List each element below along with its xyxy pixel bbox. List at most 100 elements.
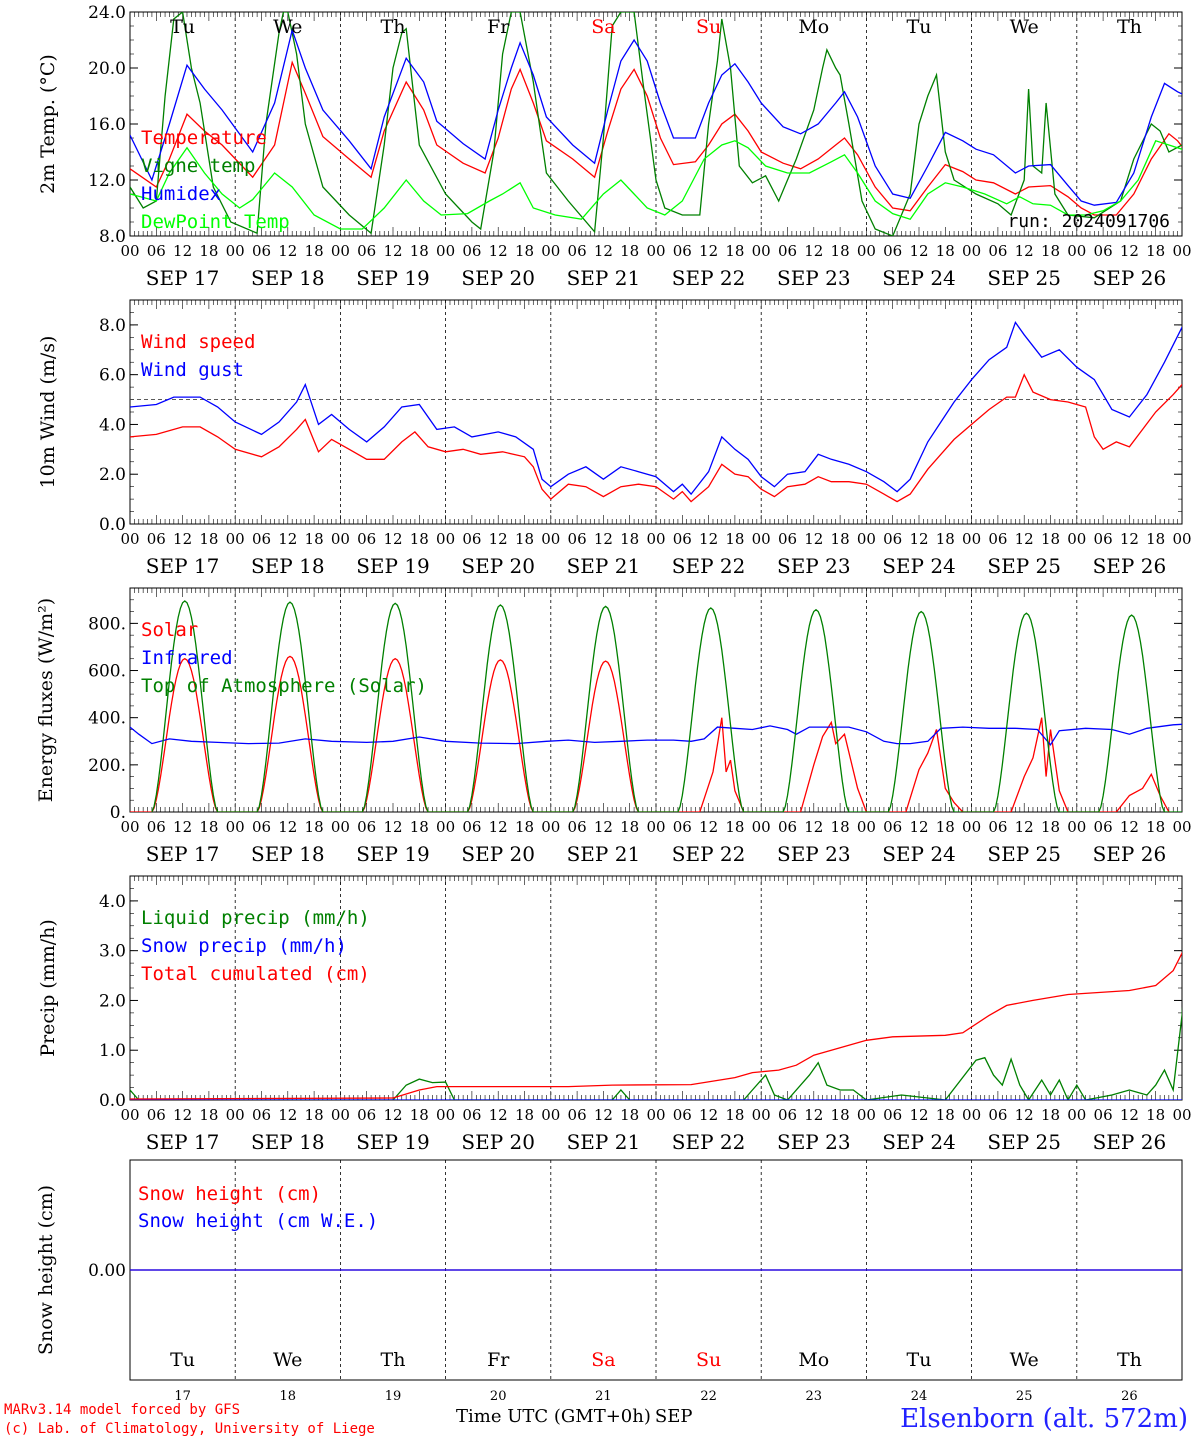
y-tick-label: 12.0	[88, 171, 126, 191]
date-label: SEP 21	[567, 266, 641, 290]
hour-tick-label: 12	[804, 1106, 823, 1124]
hour-tick-label: 12	[489, 1106, 508, 1124]
hour-tick-label: 00	[646, 242, 665, 260]
hour-tick-label: 18	[1146, 1106, 1165, 1124]
date-label: SEP 18	[251, 1130, 325, 1154]
hour-tick-label: 06	[778, 242, 797, 260]
series-line-wind-gust	[130, 320, 1182, 496]
hour-tick-label: 12	[173, 818, 192, 836]
date-label: SEP 20	[461, 266, 535, 290]
date-label: SEP 26	[1093, 554, 1167, 578]
hour-tick-label: 18	[725, 818, 744, 836]
hour-tick-label: 18	[515, 242, 534, 260]
legend-entry: Total cumulated (cm)	[141, 963, 370, 985]
day-name-label: Th	[1117, 1349, 1142, 1371]
date-label: SEP 22	[672, 266, 746, 290]
hour-tick-label: 12	[699, 1106, 718, 1124]
hour-tick-label: 06	[988, 242, 1007, 260]
hour-tick-label: 00	[226, 1106, 245, 1124]
hour-tick-label: 18	[1146, 530, 1165, 548]
day-number-label: 20	[490, 1389, 507, 1404]
hour-tick-label: 06	[462, 530, 481, 548]
hour-tick-label: 00	[226, 818, 245, 836]
hour-tick-label: 18	[620, 1106, 639, 1124]
y-tick-label: 200.	[88, 756, 126, 776]
hour-tick-label: 06	[147, 530, 166, 548]
hour-tick-label: 12	[804, 818, 823, 836]
y-tick-label: 8.0	[99, 227, 126, 247]
legend-entry: Infrared	[141, 647, 233, 669]
hour-tick-label: 18	[936, 530, 955, 548]
date-label: SEP 24	[882, 842, 956, 866]
day-name-label: Sa	[591, 16, 615, 38]
hour-tick-label: 00	[752, 1106, 771, 1124]
hour-tick-label: 06	[673, 242, 692, 260]
date-label: SEP 20	[461, 1130, 535, 1154]
y-tick-label: 0.00	[88, 1261, 126, 1281]
hour-tick-label: 18	[831, 242, 850, 260]
y-tick-label: 24.0	[88, 3, 126, 23]
hour-tick-label: 00	[857, 530, 876, 548]
day-name-label: Su	[696, 1349, 721, 1371]
hour-tick-label: 06	[462, 818, 481, 836]
hour-tick-label: 18	[1041, 818, 1060, 836]
hour-tick-label: 06	[673, 818, 692, 836]
y-tick-label: 6.0	[99, 366, 126, 386]
legend-entry: Temperature	[141, 127, 267, 149]
hour-tick-label: 00	[120, 530, 139, 548]
hour-tick-label: 18	[725, 242, 744, 260]
hour-tick-label: 12	[278, 818, 297, 836]
hour-tick-label: 12	[699, 530, 718, 548]
legend-entry: Vigne temp	[141, 155, 255, 177]
hour-tick-label: 00	[331, 530, 350, 548]
hour-tick-label: 00	[541, 818, 560, 836]
hour-tick-label: 00	[331, 818, 350, 836]
y-tick-label: 0.0	[99, 1091, 126, 1111]
date-label: SEP 22	[672, 842, 746, 866]
location-label: Elsenborn (alt. 572m)	[900, 1404, 1188, 1434]
hour-tick-label: 06	[568, 1106, 587, 1124]
date-label: SEP 24	[882, 1130, 956, 1154]
day-name-label: Th	[1117, 16, 1142, 38]
y-axis-label: 10m Wind (m/s)	[37, 336, 59, 489]
hour-tick-label: 12	[699, 818, 718, 836]
hour-tick-label: 18	[831, 530, 850, 548]
day-name-label: Tu	[907, 1349, 932, 1371]
hour-tick-label: 12	[594, 530, 613, 548]
hour-tick-label: 18	[936, 1106, 955, 1124]
day-number-label: 26	[1121, 1389, 1138, 1404]
day-name-label: Tu	[170, 16, 195, 38]
hour-tick-label: 12	[383, 1106, 402, 1124]
y-tick-label: 0.0	[99, 515, 126, 535]
day-name-label: Mo	[798, 1349, 829, 1371]
day-name-label: We	[1010, 1349, 1039, 1371]
day-name-label: Th	[381, 1349, 406, 1371]
hour-tick-label: 12	[1120, 1106, 1139, 1124]
lab-credit: (c) Lab. of Climatology, University of L…	[4, 1421, 375, 1437]
date-label: SEP 24	[882, 554, 956, 578]
day-number-label: 21	[595, 1389, 612, 1404]
hour-tick-label: 12	[1015, 818, 1034, 836]
hour-tick-label: 00	[1172, 242, 1191, 260]
hour-tick-label: 12	[1015, 242, 1034, 260]
date-label: SEP 23	[777, 266, 851, 290]
series-line-dewpoint-temp	[130, 140, 1182, 230]
hour-tick-label: 12	[383, 242, 402, 260]
hour-tick-label: 00	[857, 818, 876, 836]
hour-tick-label: 06	[252, 818, 271, 836]
y-axis-label: 2m Temp. (°C)	[37, 54, 59, 194]
legend-entry: Wind gust	[141, 359, 244, 381]
hour-tick-label: 00	[120, 818, 139, 836]
date-label: SEP 18	[251, 554, 325, 578]
date-label: SEP 26	[1093, 1130, 1167, 1154]
hour-tick-label: 18	[1041, 1106, 1060, 1124]
y-axis-label: Snow height (cm)	[35, 1185, 57, 1355]
hour-tick-label: 12	[1015, 530, 1034, 548]
date-label: SEP 18	[251, 266, 325, 290]
hour-tick-label: 12	[594, 1106, 613, 1124]
hour-tick-label: 00	[1172, 1106, 1191, 1124]
hour-tick-label: 18	[515, 1106, 534, 1124]
hour-tick-label: 06	[1094, 818, 1113, 836]
hour-tick-label: 12	[383, 818, 402, 836]
